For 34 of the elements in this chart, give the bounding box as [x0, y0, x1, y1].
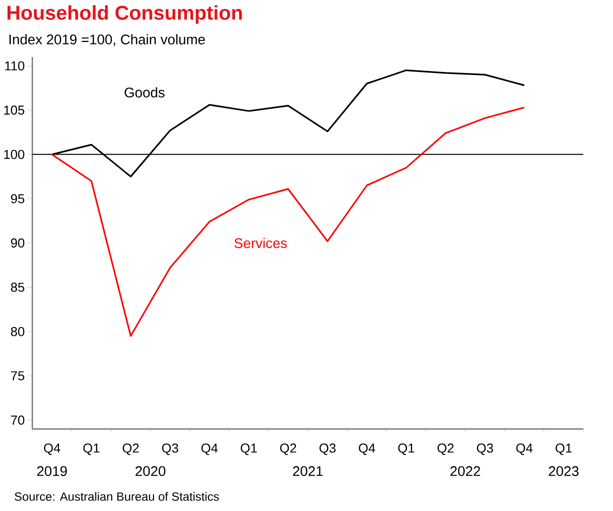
x-tick-label: Q2 — [122, 444, 139, 455]
x-tick-label: Q4 — [44, 444, 60, 455]
x-tick-label: Q1 — [398, 444, 414, 455]
text: Goods — [124, 87, 165, 98]
x-tick-label: Q1 — [83, 444, 100, 455]
x-tick-label: Q2 — [438, 444, 454, 455]
y-tick-label: 70 — [11, 416, 24, 425]
y-tick-label: 100 — [4, 150, 24, 159]
x-tick-label: Q4 — [516, 444, 533, 455]
x-tick-label: Q1 — [556, 444, 572, 455]
text: 2019 — [37, 466, 67, 476]
y-tick-label: 85 — [10, 282, 24, 292]
x-tick-label: Q4 — [358, 444, 376, 455]
text: 2021 — [293, 466, 323, 476]
chart-title: Household Consumption — [8, 5, 242, 24]
text: 2022 — [450, 466, 480, 476]
y-tick-label: 90 — [11, 238, 24, 248]
series-label: Services — [234, 238, 287, 248]
y-tick-label: 105 — [4, 106, 24, 115]
x-tick-label: Q2 — [280, 444, 296, 455]
x-tick-label: Q3 — [476, 444, 494, 455]
y-tick-label: 75 — [11, 371, 24, 380]
source-note: Source: Australian Bureau of Statistics — [14, 492, 219, 501]
line-series — [51, 106, 526, 337]
chart-subtitle: Index 2019 =100, Chain volume — [9, 34, 205, 46]
text: 2020 — [136, 466, 166, 476]
text: 2023 — [548, 466, 579, 476]
x-tick-label: Q3 — [162, 444, 178, 455]
y-tick-label: 95 — [11, 194, 24, 204]
x-tick-label: Q1 — [240, 444, 257, 455]
y-tick-label: 80 — [10, 326, 24, 336]
y-tick-label: 110 — [5, 61, 24, 70]
x-tick-label: Q4 — [201, 444, 218, 455]
x-tick-label: Q3 — [319, 444, 336, 455]
